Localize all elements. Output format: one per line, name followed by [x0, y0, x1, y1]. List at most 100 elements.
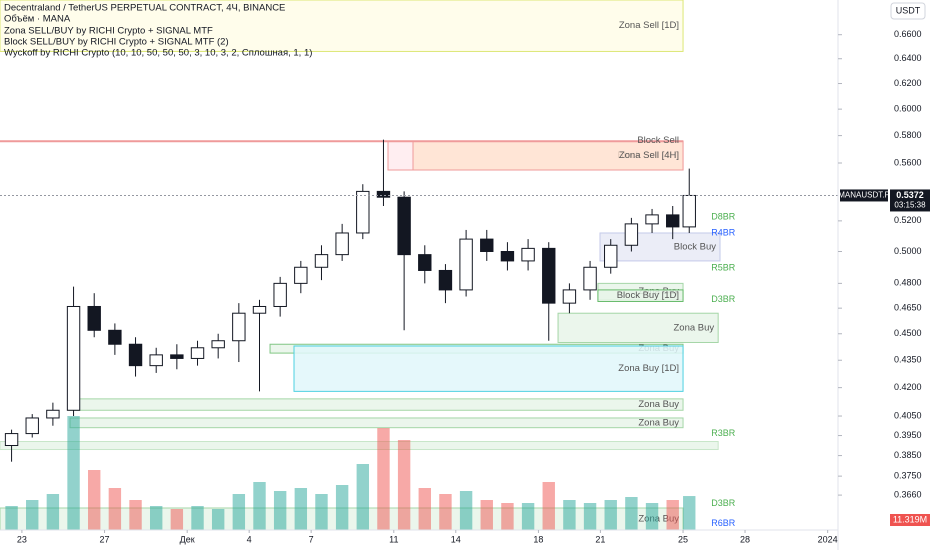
legend-line: Block SELL/BUY by RICHI Crypto + SIGNAL … [4, 37, 229, 48]
volume-bar [521, 503, 535, 530]
volume-bar [26, 500, 39, 530]
y-tick-label: 0.4050 [894, 410, 922, 420]
candle-body [335, 232, 349, 256]
countdown-label: 03:15:38 [894, 201, 926, 210]
volume-bar [542, 482, 555, 530]
volume-bar [683, 496, 696, 530]
candle-body [4, 433, 19, 447]
zone [0, 0, 684, 52]
candle-body [25, 417, 39, 435]
zone-label: Zona Buy [638, 514, 679, 525]
candle-body [356, 190, 370, 234]
level-label: D8BR [711, 211, 736, 221]
candle-body [562, 289, 577, 304]
y-tick-label: 0.6000 [894, 104, 922, 114]
x-tick-label: 7 [309, 534, 314, 544]
candle-body [128, 343, 143, 367]
volume-bar [604, 500, 617, 530]
volume-bar [170, 509, 184, 530]
zone-label: Zona Buy [673, 322, 714, 333]
y-tick-label: 0.3750 [894, 471, 922, 481]
candle-body [314, 254, 329, 268]
y-tick-label: 0.6400 [894, 53, 922, 63]
x-tick-label: 18 [533, 534, 543, 544]
candle-body [542, 247, 556, 304]
zone-label: Zona Buy [638, 399, 679, 410]
volume-bar [377, 428, 390, 530]
volume-bar [645, 503, 659, 530]
volume-bar [88, 470, 101, 530]
candle-body [232, 312, 246, 342]
volume-bar [129, 500, 142, 530]
volume-bar [418, 488, 431, 530]
zone [69, 417, 684, 429]
zone-label: Block Buy [1D] [617, 290, 679, 301]
candle-body [211, 340, 225, 349]
candle-body [294, 266, 308, 284]
candle-body [418, 254, 432, 271]
volume-bar [563, 500, 576, 530]
volume-bar [480, 500, 493, 530]
candle-body [149, 354, 163, 367]
y-tick-label: 0.3660 [894, 489, 922, 499]
candle-body [583, 266, 597, 291]
zone-label: Block Buy [674, 241, 716, 252]
volume-bar [108, 488, 122, 530]
zone [599, 232, 721, 262]
candle-body [273, 282, 287, 307]
zone [557, 312, 719, 343]
zone-label: Zona Sell [1D] [619, 20, 679, 31]
candle-body [624, 223, 639, 246]
currency-button[interactable] [890, 2, 926, 20]
y-tick-label: 0.3850 [894, 450, 922, 460]
volume-bar [397, 440, 411, 530]
level-label: D3BR [711, 294, 736, 304]
x-tick-label: 27 [100, 534, 110, 544]
volume-bar [335, 485, 349, 530]
x-tick-label: 2024 [818, 534, 838, 544]
y-tick-label: 0.4350 [894, 355, 922, 365]
currency-label[interactable]: USDT [896, 5, 921, 15]
x-tick-label: 4 [247, 534, 252, 544]
volume-bar [273, 491, 287, 530]
level-label: D3BR [711, 498, 736, 508]
candle-body [666, 214, 680, 228]
x-tick-label: 23 [17, 534, 27, 544]
candle-body [190, 347, 205, 359]
volume-bar [5, 506, 18, 530]
volume-bar [459, 491, 473, 530]
y-tick-label: 0.4200 [894, 382, 922, 392]
volume-bar [253, 482, 266, 530]
level-label: R6BR [711, 518, 736, 528]
volume-bar [46, 494, 60, 530]
volume-bar [439, 494, 452, 530]
candle-body [170, 354, 184, 359]
candle-body [682, 194, 696, 228]
volume-badge [890, 514, 930, 526]
level-label: R5BR [711, 263, 736, 273]
price-badge [890, 189, 930, 212]
x-tick-label: 14 [451, 534, 461, 544]
zone [293, 345, 684, 392]
volume-bar [356, 464, 370, 530]
candle-body [108, 329, 122, 345]
candle-body [252, 305, 267, 314]
volume-bar [501, 503, 514, 530]
y-tick-label: 0.5200 [894, 215, 922, 225]
x-tick-label: 25 [678, 534, 688, 544]
y-tick-label: 0.6600 [894, 29, 922, 39]
y-tick-label: 0.5600 [894, 157, 922, 167]
zone [412, 140, 684, 171]
candle-body [87, 305, 101, 331]
level-label: R4BR [711, 227, 736, 237]
legend-line: Wyckoff by RICHI Crypto (10, 10, 50, 50,… [4, 48, 312, 59]
candle-body [521, 247, 535, 262]
line-label: Block Sell [637, 135, 679, 146]
zone [69, 398, 684, 411]
zone-label: Zona Buy [638, 417, 679, 428]
candle-body [500, 250, 515, 262]
candle-body [46, 409, 60, 419]
volume-bar [191, 506, 204, 530]
